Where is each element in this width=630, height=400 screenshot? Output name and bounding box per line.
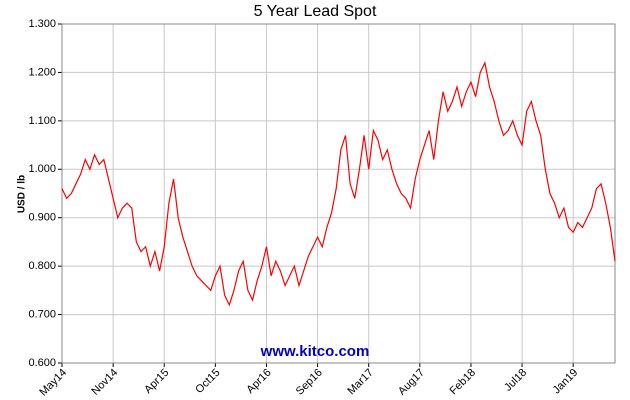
y-tick-label: 0.800 xyxy=(28,260,56,272)
y-tick-label: 1.200 xyxy=(28,66,56,78)
y-tick-label: 1.000 xyxy=(28,163,56,175)
y-tick-label: 0.900 xyxy=(28,212,56,224)
price-line xyxy=(61,60,616,307)
y-tick-label: 1.300 xyxy=(28,18,56,30)
y-tick-label: 0.600 xyxy=(28,357,56,369)
chart-title: 5 Year Lead Spot xyxy=(254,3,377,20)
y-tick-label: 0.700 xyxy=(28,308,56,320)
plot-border xyxy=(61,23,616,364)
y-tick-label: 1.100 xyxy=(28,115,56,127)
y-axis-label: USD / lb xyxy=(17,175,28,213)
watermark: www.kitco.com xyxy=(260,343,370,360)
